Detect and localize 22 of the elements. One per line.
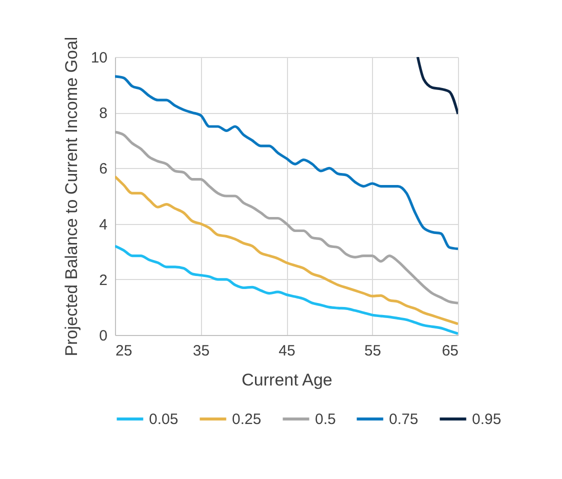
- legend-label: 0.05: [149, 411, 178, 428]
- legend-label: 0.75: [389, 411, 418, 428]
- line-series: [115, 175, 458, 326]
- x-tick-label: 65: [442, 342, 458, 360]
- line-series: [115, 130, 458, 304]
- y-tick-label: 0: [99, 328, 108, 344]
- line-series: [416, 57, 458, 116]
- legend-label: 0.25: [232, 411, 262, 428]
- line-series: [115, 75, 458, 250]
- x-tick-label: 25: [116, 342, 132, 360]
- x-axis-title: Current Age: [242, 370, 332, 390]
- y-tick-label: 4: [99, 216, 108, 234]
- y-tick-label: 8: [99, 105, 108, 122]
- x-tick-label: 55: [364, 342, 382, 360]
- y-tick-label: 6: [99, 160, 108, 178]
- legend-label: 0.95: [472, 411, 502, 428]
- x-tick-label: 45: [278, 342, 296, 360]
- legend-label: 0.5: [315, 411, 336, 428]
- y-tick-label: 10: [90, 50, 108, 66]
- y-tick-label: 2: [99, 272, 108, 289]
- y-axis-title: Projected Balance to Current Income Goal: [62, 36, 81, 356]
- x-tick-label: 35: [192, 342, 210, 360]
